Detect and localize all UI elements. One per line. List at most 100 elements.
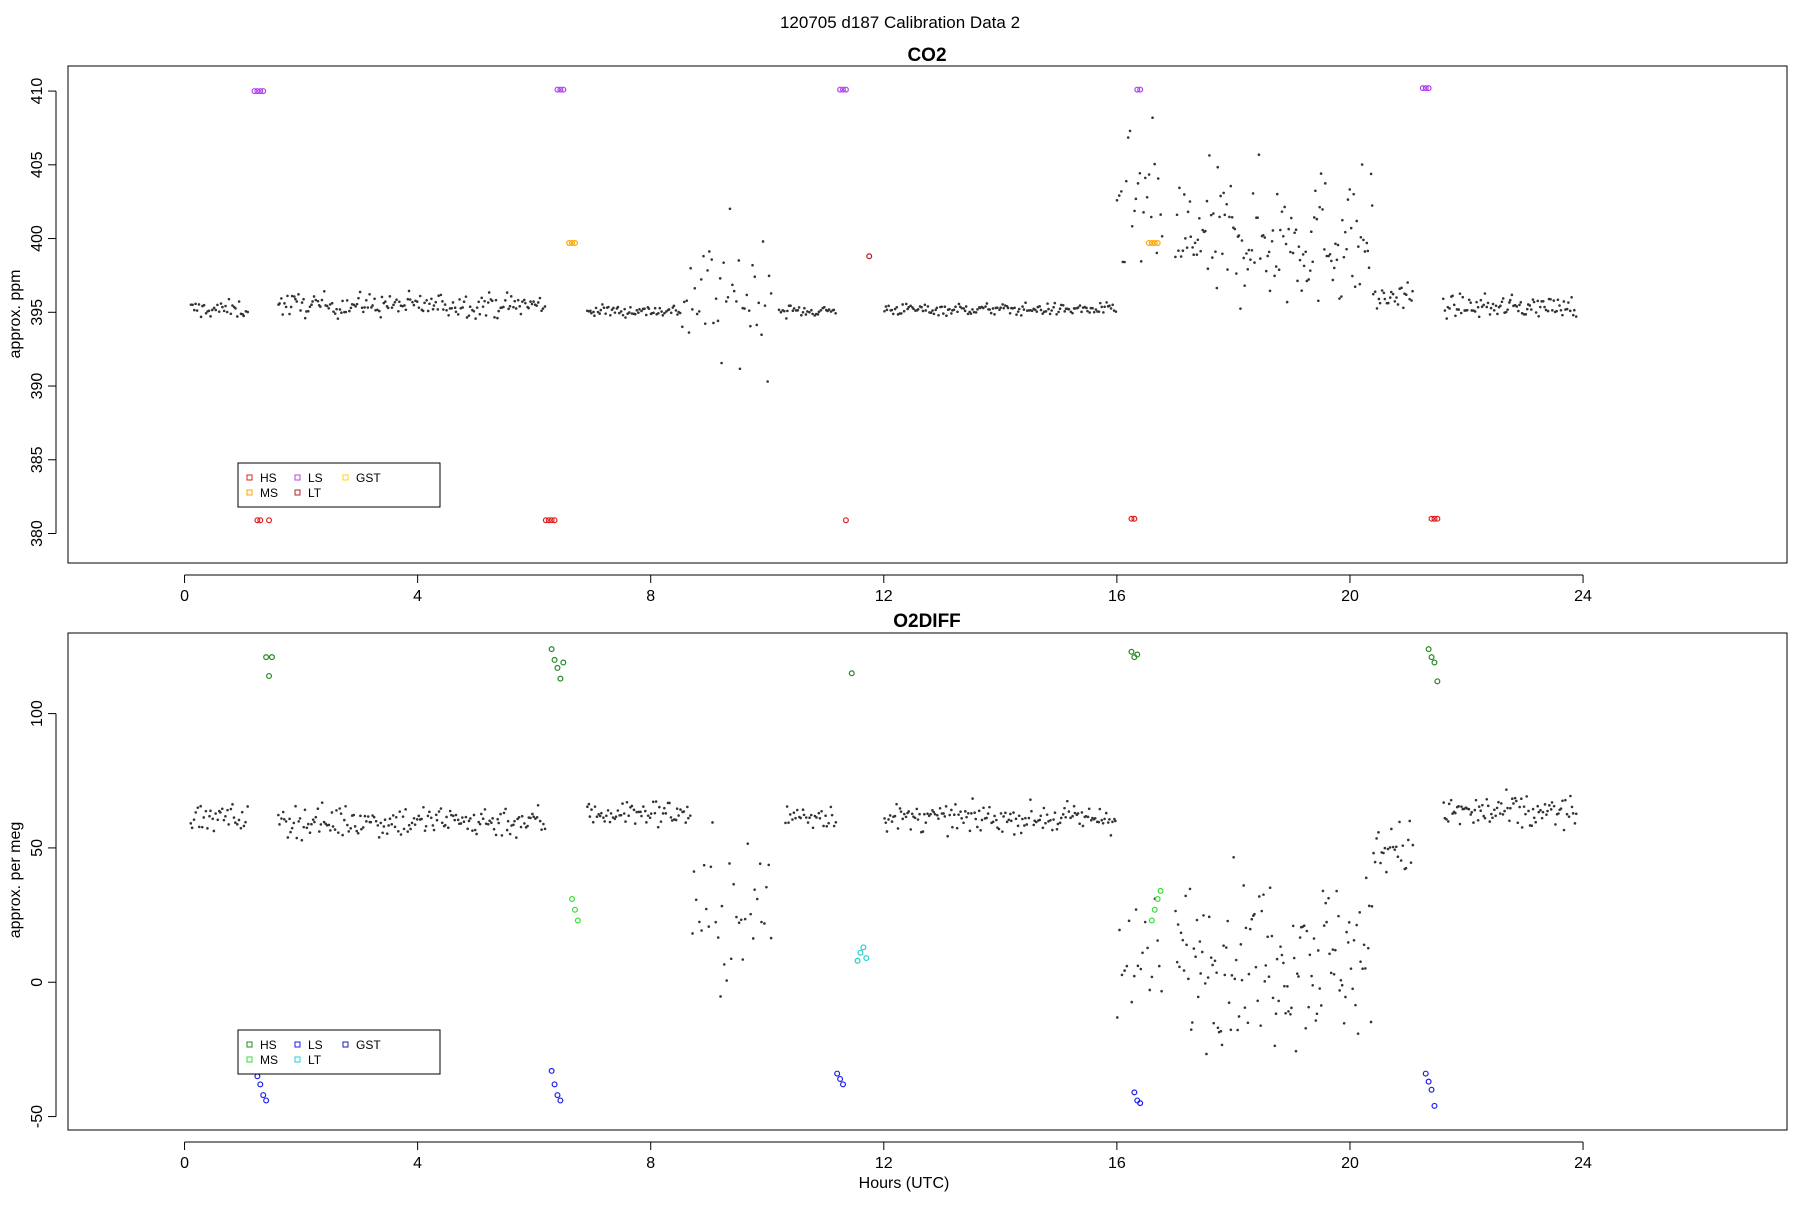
o2diff-trace-point [478, 822, 482, 826]
co2-trace-point [1214, 250, 1217, 253]
o2diff-trace-point [787, 821, 790, 824]
co2-trace-point [388, 295, 392, 298]
co2-ls-point [260, 88, 267, 95]
co2-trace-point [1327, 254, 1330, 258]
o2diff-trace-point [353, 825, 357, 828]
co2-x-tick-label: 16 [1108, 588, 1126, 605]
o2diff-trace-point [189, 822, 193, 825]
o2diff-trace-point [383, 818, 387, 821]
o2diff-trace-point [1001, 830, 1004, 833]
o2diff-trace-point [331, 825, 335, 828]
o2diff-trace-point [658, 805, 661, 809]
co2-trace-point [352, 303, 356, 307]
co2-trace-point [950, 312, 953, 315]
co2-trace-point [212, 306, 216, 310]
co2-trace-point [1551, 309, 1554, 312]
o2diff-trace-point [946, 834, 949, 838]
co2-trace-point [757, 301, 761, 305]
co2-trace-point [225, 310, 229, 314]
o2diff-trace-point [1536, 804, 1540, 808]
co2-trace-point [1204, 229, 1207, 233]
o2diff-trace-point [240, 810, 244, 814]
o2diff-trace-point [242, 824, 246, 828]
co2-legend-label-ms: MS [260, 486, 278, 500]
co2-trace-point [1506, 308, 1509, 311]
co2-trace-point [1454, 314, 1457, 318]
co2-trace-point [702, 254, 705, 258]
o2diff-trace-point [1290, 1006, 1293, 1010]
co2-trace-point [1524, 313, 1528, 316]
co2-trace-point [976, 308, 979, 311]
co2-trace-point [1235, 272, 1238, 275]
o2diff-trace-point [664, 812, 668, 815]
o2diff-trace-point [385, 832, 389, 835]
o2diff-trace-point [344, 804, 347, 808]
co2-trace-point [1476, 305, 1480, 309]
o2diff-trace-point [729, 957, 733, 961]
co2-trace-point [1335, 258, 1339, 262]
o2diff-trace-point [504, 807, 507, 811]
o2diff-trace-point [1156, 939, 1159, 942]
o2diff-trace-point [1393, 848, 1397, 851]
o2diff-trace-point [1237, 1015, 1241, 1018]
co2-trace-point [358, 290, 362, 294]
o2diff-trace-point [1520, 826, 1524, 829]
o2diff-trace-point [1505, 788, 1508, 791]
co2-trace-point [1001, 303, 1004, 306]
o2diff-trace-point [1383, 846, 1387, 850]
co2-trace-point [361, 310, 365, 314]
co2-ls-point [251, 88, 258, 95]
figure-title: 120705 d187 Calibration Data 2 [780, 13, 1020, 32]
co2-trace-point [1458, 292, 1462, 295]
o2diff-trace-point [686, 805, 689, 809]
co2-ms-point [569, 239, 576, 246]
co2-trace-point [421, 309, 425, 313]
o2diff-trace-point [679, 808, 682, 811]
co2-trace-point [613, 311, 617, 314]
co2-trace-point [942, 312, 945, 315]
co2-trace-point [763, 304, 767, 307]
co2-trace-point [368, 293, 371, 296]
o2diff-trace-point [1322, 924, 1326, 927]
o2diff-trace-point [372, 815, 376, 819]
co2-trace-point [900, 312, 903, 315]
o2diff-trace-point [1206, 976, 1210, 979]
co2-trace-point [1351, 274, 1354, 278]
co2-trace-point [512, 305, 515, 309]
o2diff-trace-point [1559, 807, 1563, 810]
o2diff-trace-point [890, 820, 894, 823]
o2diff-trace-point [322, 820, 326, 824]
o2diff-trace-point [1347, 921, 1351, 924]
o2diff-trace-point [1543, 803, 1547, 806]
co2-trace-point [386, 306, 390, 310]
o2diff-trace-point [284, 820, 288, 823]
co2-trace-point [1006, 306, 1010, 310]
o2diff-trace-point [955, 826, 959, 830]
o2diff-trace-point [523, 822, 526, 825]
co2-trace-point [1573, 308, 1576, 312]
o2diff-trace-point [600, 811, 603, 815]
o2diff-trace-point [1351, 987, 1354, 991]
o2diff-trace-point [957, 813, 960, 816]
o2diff-trace-point [437, 810, 441, 813]
o2diff-trace-point [1573, 822, 1577, 825]
o2diff-trace-point [918, 812, 921, 816]
o2diff-trace-point [413, 823, 417, 826]
co2-trace-point [817, 310, 821, 314]
o2diff-trace-point [423, 829, 427, 832]
o2diff-trace-point [929, 812, 932, 816]
o2diff-trace-point [1076, 812, 1080, 815]
co2-trace-point [430, 297, 433, 301]
o2diff-trace-point [1469, 813, 1473, 816]
o2diff-trace-point [506, 819, 510, 823]
co2-trace-point [332, 310, 335, 313]
o2diff-trace-point [1503, 809, 1506, 813]
co2-trace-point [593, 314, 596, 318]
co2-trace-point [1279, 228, 1282, 232]
o2diff-trace-point [974, 817, 978, 821]
co2-legend-swatch-gst [342, 474, 349, 481]
co2-y-tick-label: 405 [29, 151, 46, 178]
o2diff-y-tick-label: 50 [29, 839, 46, 857]
o2diff-trace-point [792, 811, 796, 815]
co2-trace-point [229, 312, 233, 316]
